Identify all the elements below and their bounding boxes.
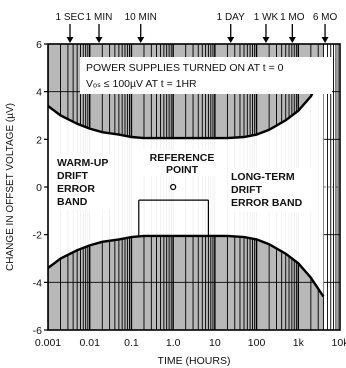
longterm-label-line-3: ERROR BAND (231, 197, 303, 209)
longterm-label-line-1: LONG-TERM (231, 171, 295, 183)
time-marker-arrowhead (95, 37, 103, 43)
upper-band-curve (48, 72, 325, 140)
warmup-label-line-2: DRIFT (57, 170, 88, 182)
time-marker-arrowhead (262, 37, 270, 43)
time-marker-arrowhead (66, 37, 74, 43)
x-axis-title: TIME (HOURS) (158, 355, 231, 367)
reference-point-marker (170, 183, 177, 191)
time-marker-arrowhead (227, 37, 235, 43)
time-markers: 1 SEC 1 MIN 10 MIN 1 DAY 1 WK 1 MO 6 MO (56, 12, 338, 43)
y-tick-label: -2 (33, 230, 42, 242)
time-marker-label: 1 SEC (56, 12, 85, 23)
time-marker-label: 10 MIN (125, 12, 157, 23)
reference-label-line-2: POINT (166, 164, 199, 176)
band-channel-veil (48, 72, 324, 297)
longterm-label-line-2: DRIFT (231, 184, 262, 196)
reference-window-outline (138, 199, 209, 236)
time-marker-arrowhead (137, 37, 145, 43)
x-tick-label: 10k (332, 337, 346, 349)
time-marker-arrowhead (321, 37, 329, 43)
x-axis-ticks: 0.001 0.01 0.1 1.0 10 100 1k 10k (35, 337, 346, 349)
time-marker-label: 6 MO (313, 12, 338, 23)
time-marker-label: 1 MO (280, 12, 305, 23)
time-marker-label: 1 WK (254, 12, 279, 23)
y-tick-label: 0 (36, 182, 42, 194)
y-tick-label: -6 (33, 325, 42, 337)
x-tick-label: 0.1 (124, 337, 139, 349)
time-marker-arrowhead (288, 37, 296, 43)
reference-label-box (143, 150, 223, 176)
annotation-line-1: POWER SUPPLIES TURNED ON AT t = 0 (86, 62, 284, 74)
x-tick-label: 10 (209, 337, 221, 349)
warmup-label-box (54, 154, 114, 210)
warmup-label-line-4: BAND (57, 196, 88, 208)
y-axis-ticks: 6 4 2 0 -2 -4 -6 (33, 39, 48, 337)
time-marker-label: 1 DAY (217, 12, 245, 23)
warmup-label-line-1: WARM-UP (57, 157, 108, 169)
y-tick-label: 4 (36, 87, 42, 99)
y-tick-label: 2 (36, 134, 42, 146)
y-tick-label: 6 (36, 39, 42, 51)
x-tick-label: 0.01 (79, 337, 100, 349)
y-tick-label: -4 (33, 277, 42, 289)
y-axis-title: CHANGE IN OFFSET VOLTAGE (µV) (5, 103, 16, 271)
x-tick-label: 1.0 (166, 337, 181, 349)
lower-band-curve (48, 234, 325, 298)
annotation-box (80, 57, 332, 94)
longterm-label-box (228, 168, 314, 212)
annotation-line-2: Vₒₛ ≤ 100µV AT t = 1HR (86, 78, 197, 90)
warmup-label-line-3: ERROR (57, 183, 95, 195)
x-tick-label: 0.001 (35, 337, 61, 349)
reference-label-line-1: REFERENCE (150, 152, 215, 164)
x-tick-label: 100 (248, 337, 266, 349)
time-marker-label: 1 MIN (86, 12, 113, 23)
x-tick-label: 1k (293, 337, 305, 349)
